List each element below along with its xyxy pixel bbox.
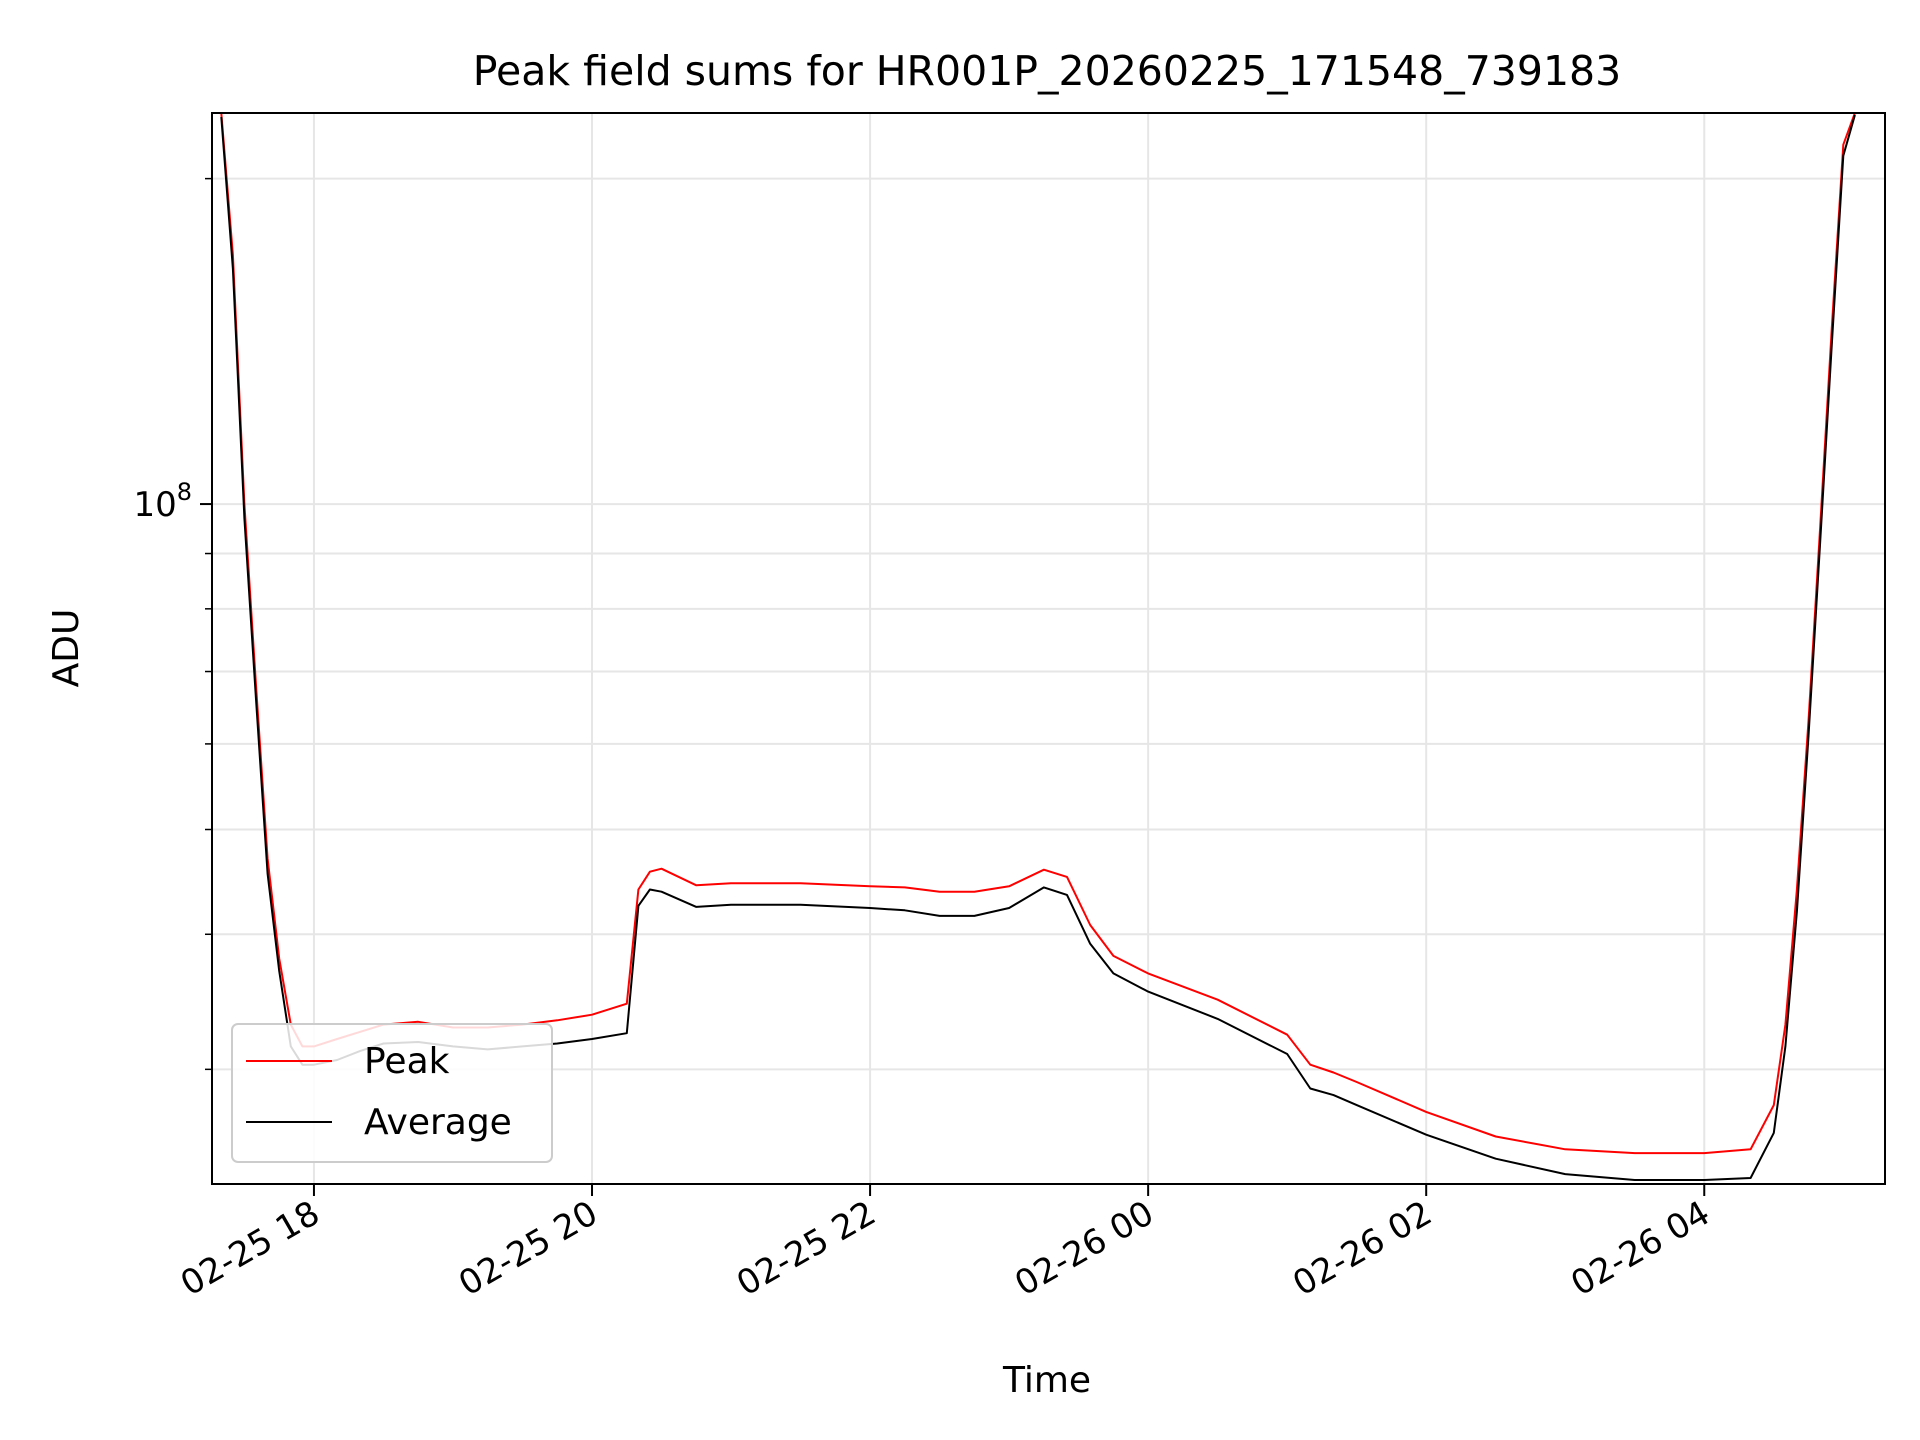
legend-label-peak: Peak — [364, 1041, 450, 1082]
legend: Peak Average — [231, 1023, 553, 1163]
chart-title: Peak field sums for HR001P_20260225_1715… — [473, 47, 1621, 95]
y-axis-label: ADU — [46, 609, 87, 688]
legend-label-average: Average — [364, 1102, 512, 1143]
legend-box — [231, 1023, 553, 1163]
x-axis-label: Time — [1002, 1360, 1091, 1401]
plot-frame — [211, 112, 1886, 1185]
